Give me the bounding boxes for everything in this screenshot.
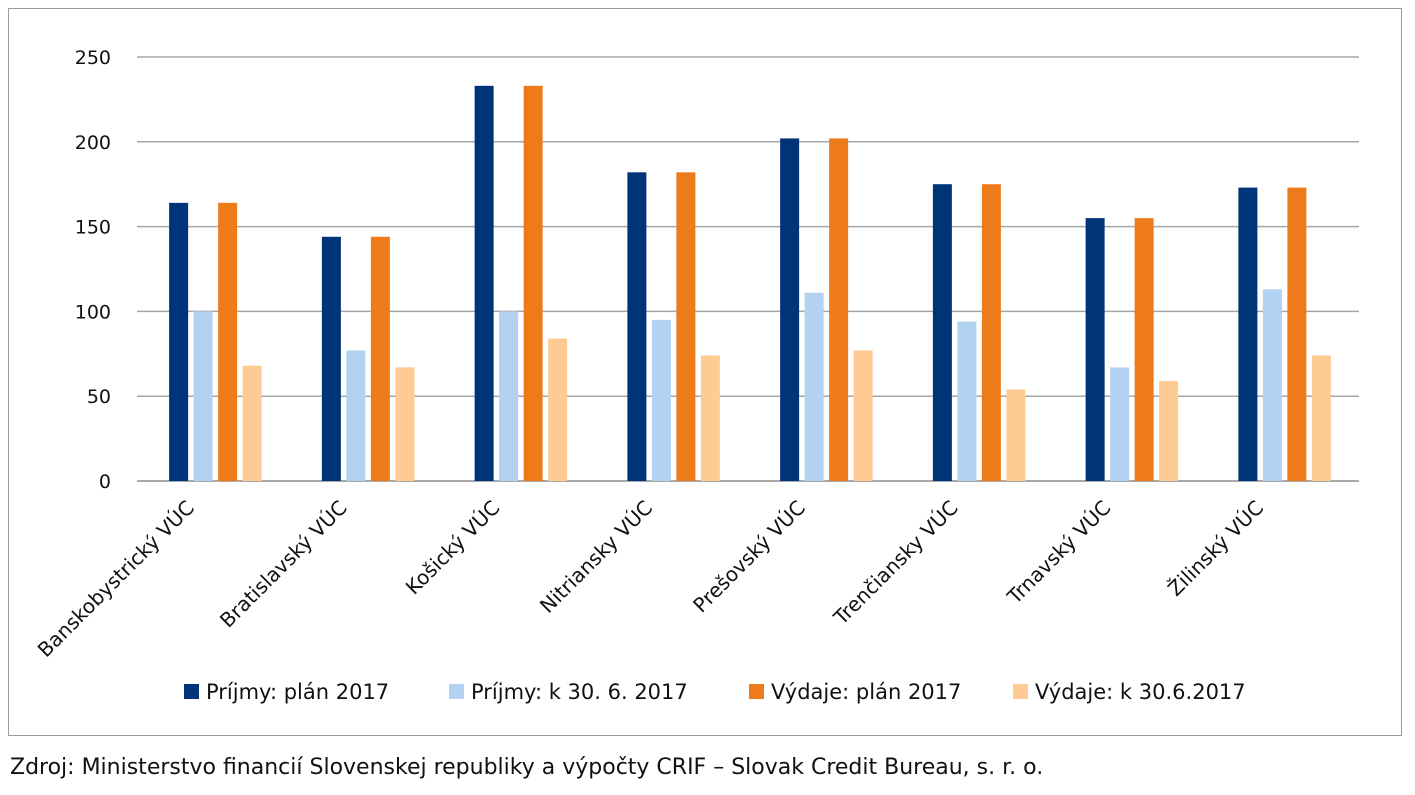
y-tick-label: 100 [75,301,111,323]
bar [932,184,952,481]
bar [676,172,696,481]
bar [548,338,568,481]
bar [395,367,415,481]
bar [829,138,849,481]
y-tick-label: 250 [75,47,111,69]
bar [1238,187,1258,482]
bar [1110,367,1130,481]
bar [627,172,647,481]
bar [1134,218,1154,481]
bar [1085,218,1105,481]
bar [370,236,390,481]
bar [1262,289,1282,481]
x-category-label: Košický VÚC [401,496,505,600]
legend: Príjmy: plán 2017 Príjmy: k 30. 6. 2017 Vý… [184,680,1246,704]
x-category-label: Bratislavský VÚC [215,496,352,633]
y-tick-label: 200 [75,132,111,154]
bar [1006,389,1026,481]
bar-chart: 0 50 100 150 200 250 Banskobystrický VÚC Brati… [33,47,1359,704]
x-category-label: Nitriansky VÚC [535,496,657,618]
legend-swatch [184,684,199,699]
bar [1159,380,1179,481]
legend-swatch [449,684,464,699]
bar [700,355,720,481]
bar [651,319,671,481]
bar [1311,355,1331,481]
y-tick-label: 0 [99,471,111,493]
bar [1287,187,1307,482]
legend-label: Výdaje: plán 2017 [771,680,961,704]
bar [499,311,519,481]
bar [804,292,824,481]
x-category-label: Trnavský VÚC [1002,496,1116,610]
legend-swatch [749,684,764,699]
y-tick-label: 150 [75,217,111,239]
x-axis-category-labels: Banskobystrický VÚC Bratislavský VÚC Košic… [33,496,1268,662]
bar [242,365,262,481]
bar [346,350,366,481]
bar [193,311,213,481]
legend-label: Príjmy: k 30. 6. 2017 [471,680,688,704]
bar [474,85,494,481]
chart-frame: 0 50 100 150 200 250 Banskobystrický VÚC Brati… [8,8,1402,736]
y-tick-label: 50 [87,386,111,408]
source-note: Zdroj: Ministerstvo financií Slovenskej … [10,755,1044,780]
bar [321,236,341,481]
x-category-label: Prešovský VÚC [688,496,810,618]
bar [981,184,1001,481]
x-category-label: Žilinský VÚC [1163,496,1268,601]
bar [169,202,189,481]
legend-label: Príjmy: plán 2017 [206,680,389,704]
legend-swatch [1013,684,1028,699]
y-axis-ticks: 0 50 100 150 200 250 [75,47,111,493]
bar [780,138,800,481]
bar [218,202,238,481]
bar [853,350,873,481]
bar [523,85,543,481]
legend-label: Výdaje: k 30.6.2017 [1035,680,1246,704]
bars [169,85,1331,482]
x-category-label: Banskobystrický VÚC [33,496,199,662]
bar [957,321,977,481]
x-category-label: Trenčiansky VÚC [828,496,963,631]
